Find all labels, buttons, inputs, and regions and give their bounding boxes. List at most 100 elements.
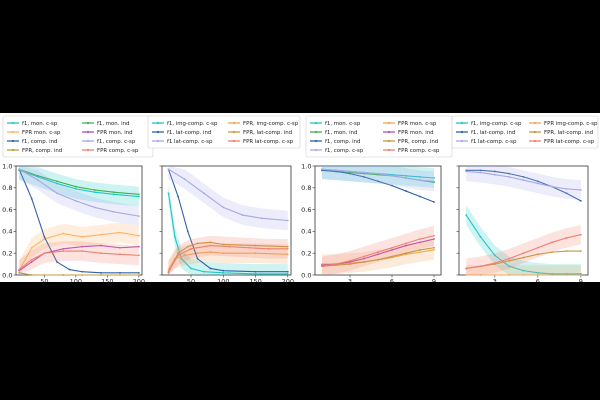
legend-marker <box>232 130 236 134</box>
y-tick-label: 0.8 <box>301 184 311 192</box>
data-point <box>286 219 289 222</box>
data-point <box>363 255 365 258</box>
data-point <box>222 243 225 246</box>
data-point <box>508 257 511 260</box>
data-point <box>62 250 65 252</box>
legend-label: FPR, lat-comp. ind <box>243 130 292 136</box>
series-f1-lat-comp-ind <box>465 169 582 202</box>
data-point <box>391 184 393 187</box>
y-tick-label: 1.0 <box>301 162 311 170</box>
data-point <box>248 246 250 249</box>
data-point <box>391 246 393 249</box>
legend-label: f1, img-comp. c-sp <box>471 121 522 127</box>
legend-label: f1, mon. c-sp <box>22 121 58 127</box>
legend-marker <box>11 148 15 152</box>
data-point <box>196 242 199 245</box>
data-point <box>522 274 525 276</box>
legend-marker <box>11 121 15 125</box>
data-point <box>137 274 140 276</box>
data-point <box>508 265 511 268</box>
data-point <box>167 168 170 171</box>
data-point <box>433 177 435 179</box>
series-fpr-comp-c-sp <box>18 241 140 275</box>
legend-label: f1, mon. ind <box>97 121 129 127</box>
data-point <box>286 253 289 256</box>
legend-label: FPR img-comp. c-sp <box>544 121 598 127</box>
data-point <box>209 251 212 254</box>
series-line <box>167 241 288 274</box>
y-tick-label: 1.0 <box>2 162 12 170</box>
data-point <box>286 245 289 248</box>
data-point <box>177 195 180 198</box>
data-point <box>579 233 582 236</box>
series-line <box>167 169 288 273</box>
data-point <box>465 214 468 216</box>
x-tick-label: 6 <box>390 278 394 283</box>
data-point <box>56 182 58 185</box>
data-point <box>62 247 65 250</box>
legend-label: FPR lat-comp. c-sp <box>243 139 294 145</box>
data-point <box>405 174 407 177</box>
series-line <box>18 245 139 272</box>
confidence-band <box>19 241 139 275</box>
data-point <box>18 168 21 171</box>
data-point <box>254 244 257 247</box>
legend-label: FPR comp. c-sp <box>97 148 139 154</box>
legend-marker <box>156 121 160 125</box>
data-point <box>565 192 568 195</box>
data-point <box>349 263 351 265</box>
legend-label: f1, lat-comp. ind <box>471 130 515 136</box>
data-point <box>565 187 568 190</box>
data-point <box>377 172 379 175</box>
data-point <box>93 206 96 209</box>
legend-marker <box>533 130 537 134</box>
series-fpr-lat-comp-c-sp <box>465 224 582 275</box>
x-tick-label: 200 <box>282 278 294 283</box>
x-tick-label: 200 <box>133 278 145 283</box>
data-point <box>62 232 65 235</box>
data-point <box>433 238 435 240</box>
chart-2: 50100150200Prediction horizon (k)f1, img… <box>147 115 301 283</box>
x-tick-label: 9 <box>432 278 436 283</box>
data-point <box>377 253 379 256</box>
confidence-band <box>168 166 288 231</box>
legend-marker <box>86 121 90 125</box>
data-point <box>196 257 199 260</box>
data-point <box>377 251 379 254</box>
data-point <box>137 195 140 198</box>
data-point <box>286 247 289 250</box>
data-point <box>190 267 192 270</box>
data-point <box>190 247 192 250</box>
data-point <box>112 210 115 213</box>
data-point <box>203 192 205 195</box>
legend-label: f1, comp. c-sp <box>97 139 136 145</box>
data-point <box>551 241 554 244</box>
x-tick-label: 3 <box>348 278 352 283</box>
legend-marker <box>387 121 391 125</box>
data-point <box>119 231 121 234</box>
data-point <box>209 267 212 270</box>
series-line <box>19 272 139 276</box>
data-point <box>222 206 225 209</box>
series-f1-img-comp-c-sp <box>465 205 582 275</box>
data-point <box>465 274 468 276</box>
legend-marker <box>232 139 236 143</box>
legend-label: f1, comp. ind <box>22 139 57 145</box>
data-point <box>74 187 77 190</box>
data-point <box>30 261 33 263</box>
data-point <box>493 170 496 173</box>
data-point <box>203 270 205 273</box>
data-point <box>479 274 482 276</box>
data-point <box>579 189 582 191</box>
data-point <box>321 265 323 268</box>
data-point <box>209 241 212 244</box>
data-point <box>177 252 180 255</box>
confidence-band <box>322 225 434 275</box>
data-point <box>81 250 84 252</box>
legend-marker <box>533 139 537 143</box>
data-point <box>222 269 225 272</box>
data-point <box>81 270 84 273</box>
chart-4: 369Prediction horizon (k)f1, img-comp. c… <box>451 115 599 282</box>
data-point <box>522 256 525 259</box>
